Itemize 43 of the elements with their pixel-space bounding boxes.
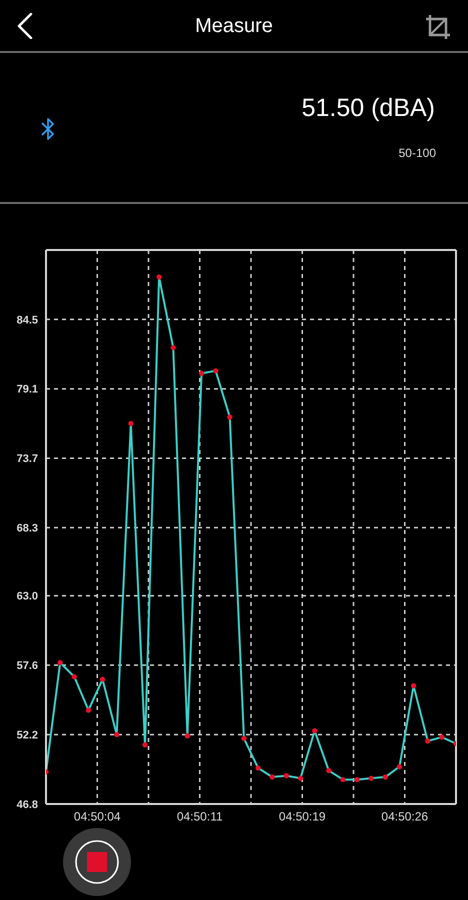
point xyxy=(86,708,92,713)
point xyxy=(241,736,247,742)
point xyxy=(72,674,77,680)
y-tick-label: 57.6 xyxy=(16,660,38,672)
point xyxy=(170,345,176,350)
y-tick-label: 46.8 xyxy=(16,798,38,811)
x-tick-label: 04:50:11 xyxy=(176,810,223,824)
point xyxy=(298,776,304,781)
point xyxy=(410,683,416,688)
point xyxy=(425,738,430,744)
x-tick-label: 04:50:19 xyxy=(278,810,326,824)
point xyxy=(227,414,232,420)
point xyxy=(58,660,63,666)
point xyxy=(128,420,134,426)
y-tick-label: 68.3 xyxy=(16,522,38,535)
point xyxy=(213,368,218,374)
x-tick-label: 04:50:04 xyxy=(74,810,121,824)
chart-subtitle: 51.50 (dBA) xyxy=(302,93,435,123)
point xyxy=(439,734,444,740)
x-tick-label: 04:50:26 xyxy=(381,810,428,824)
point xyxy=(184,733,190,738)
y-tick-label: 63.0 xyxy=(16,590,38,603)
y-tick-label: 52.2 xyxy=(16,729,38,742)
point xyxy=(114,732,120,738)
point xyxy=(255,765,261,771)
point xyxy=(142,742,148,748)
point xyxy=(100,676,106,682)
point xyxy=(198,370,204,376)
y-tick-label: 79.1 xyxy=(16,384,38,396)
text: 50-100 xyxy=(398,145,436,161)
point xyxy=(368,776,374,781)
point xyxy=(354,776,360,782)
point xyxy=(326,768,332,774)
point xyxy=(284,773,289,778)
point xyxy=(382,774,388,780)
point xyxy=(156,274,162,280)
chart-title: Measure xyxy=(194,14,274,39)
y-tick-label: 84.5 xyxy=(16,314,38,326)
point xyxy=(396,764,402,770)
y-tick-label: 73.7 xyxy=(16,453,38,466)
point xyxy=(340,776,346,782)
point xyxy=(312,728,318,734)
point xyxy=(270,774,275,780)
